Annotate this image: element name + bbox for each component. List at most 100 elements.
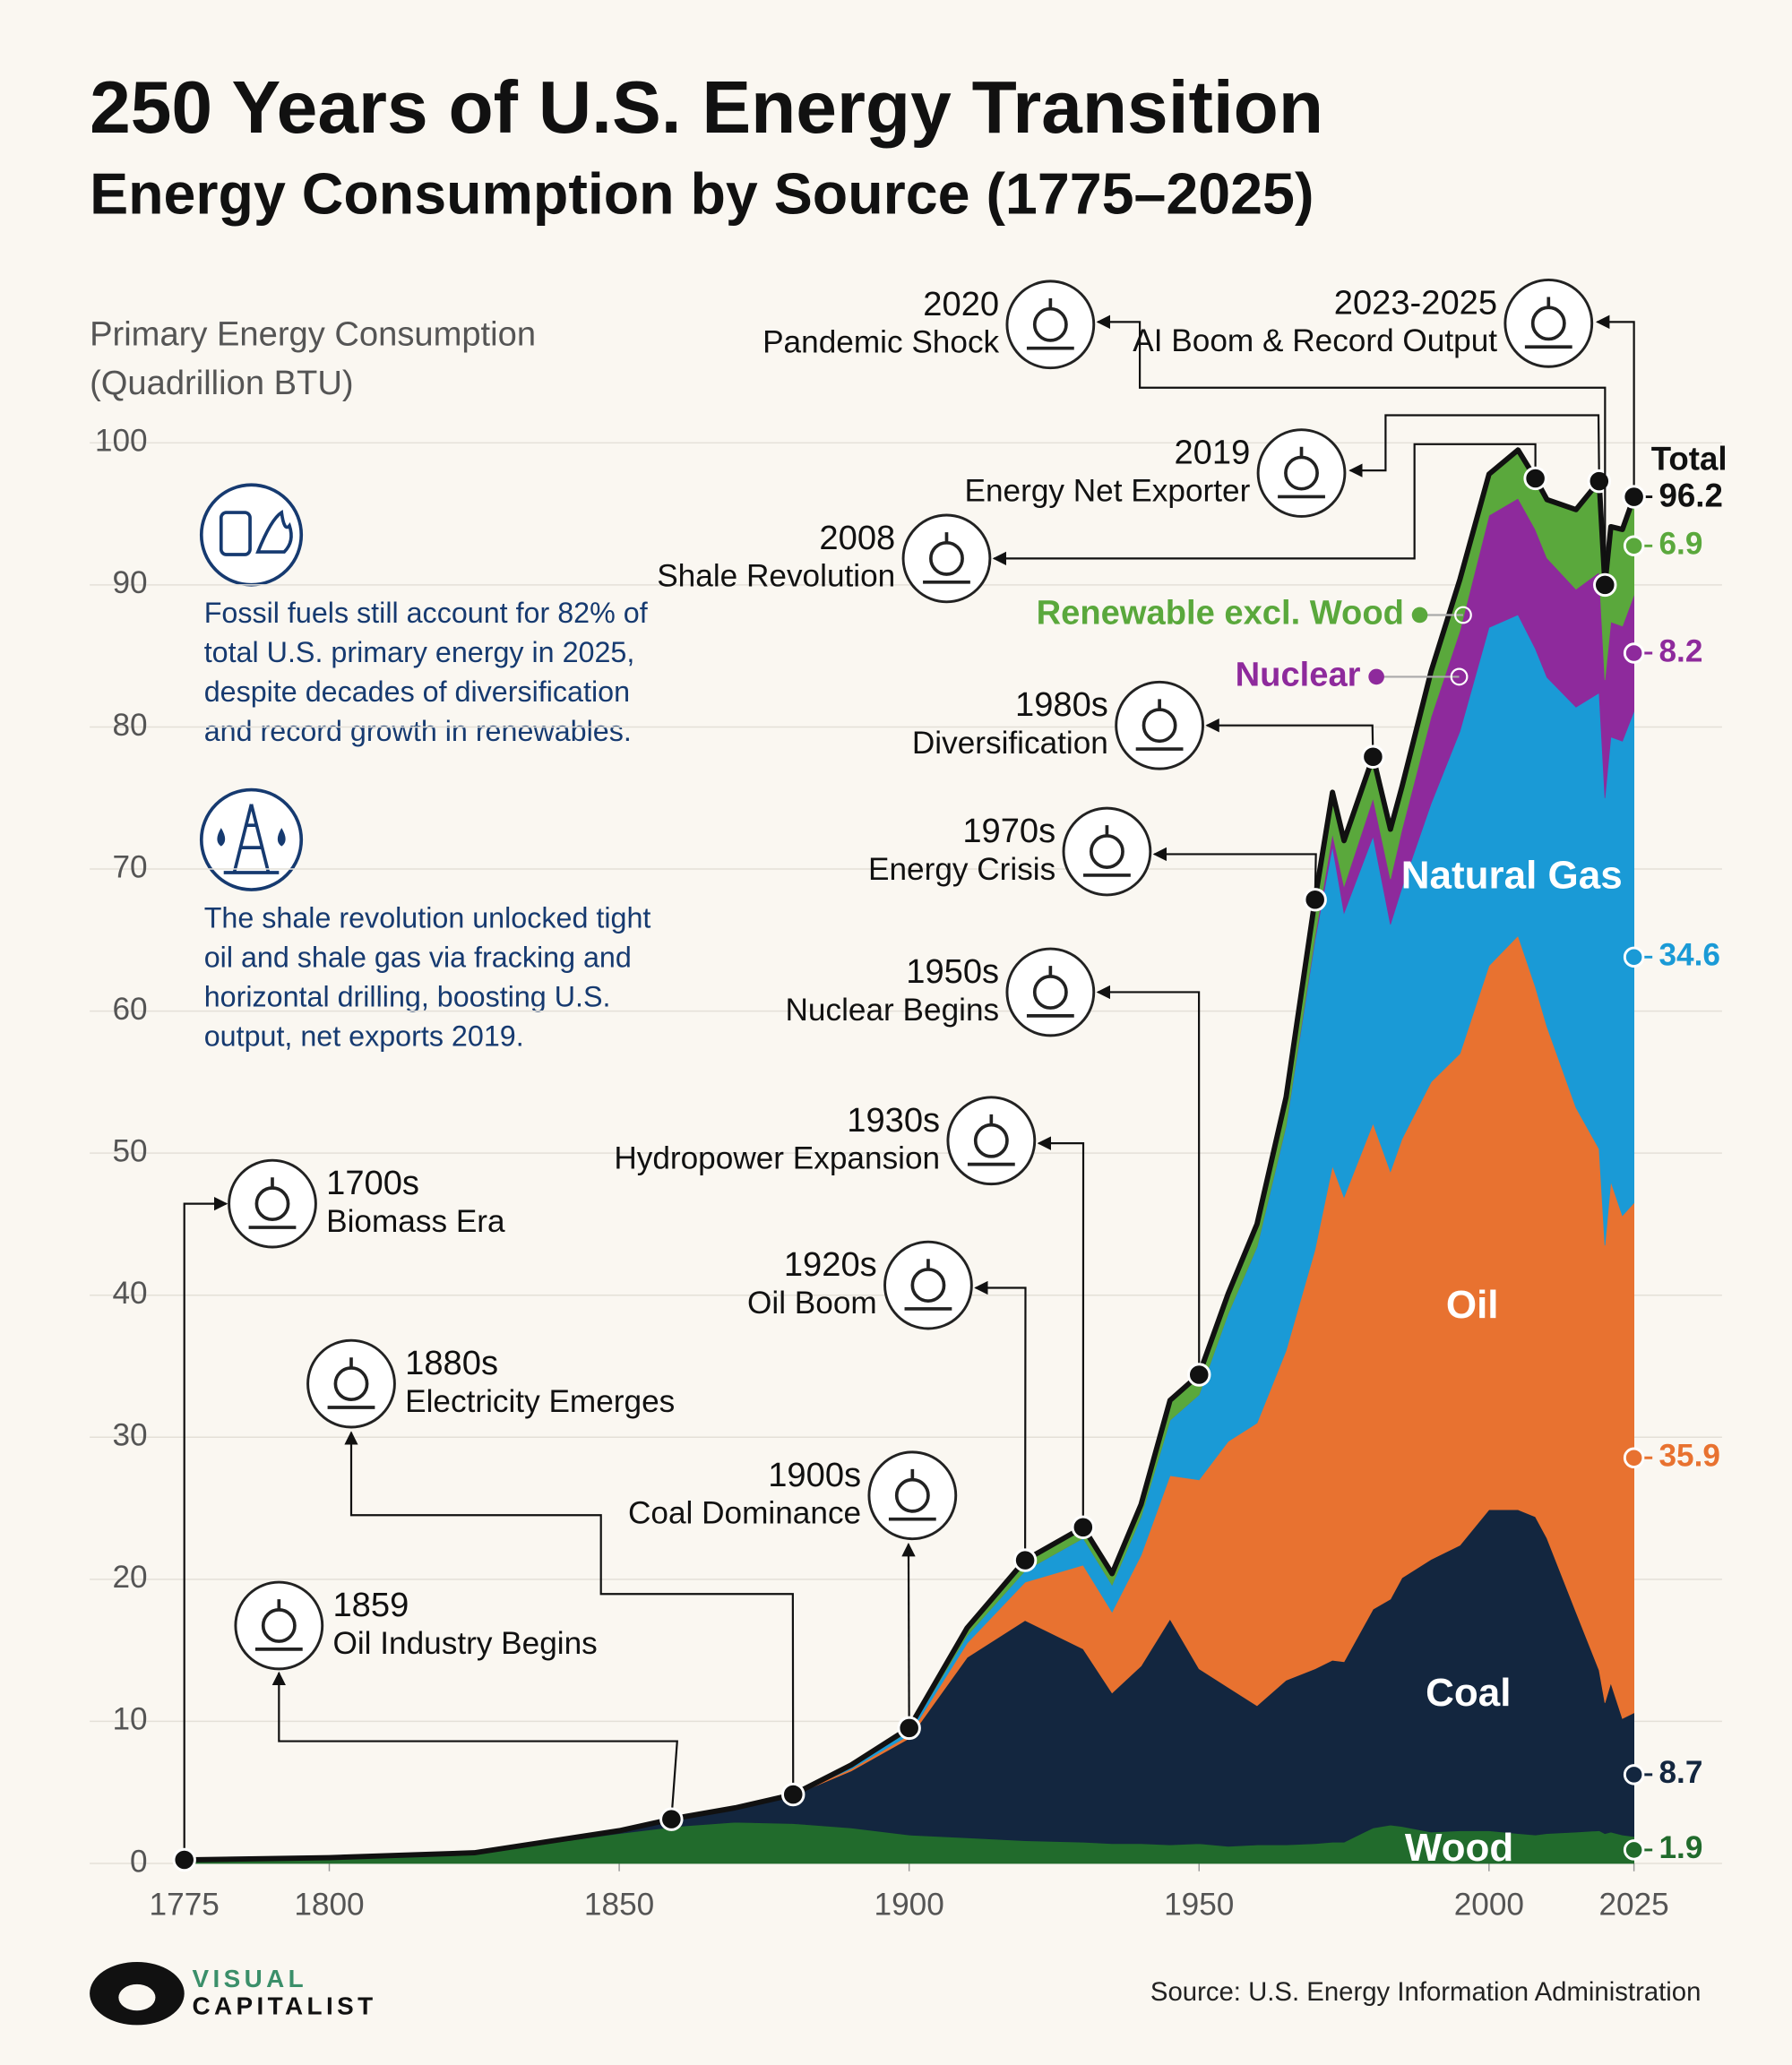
milestone-icon	[228, 1158, 317, 1249]
leader-dot	[1411, 607, 1428, 624]
milestone-dot	[1303, 888, 1327, 912]
note-text: output, net exports 2019.	[204, 1020, 524, 1052]
icon-ring	[228, 1158, 317, 1249]
value-label: 1.9	[1658, 1830, 1702, 1865]
milestone-icon	[946, 1096, 1037, 1186]
connector	[1348, 414, 1600, 482]
y-axis-label: Primary Energy Consumption	[90, 315, 536, 354]
icon-ring	[1005, 947, 1096, 1037]
icon-glyph	[327, 1357, 375, 1409]
note-text: The shale revolution unlocked tight	[204, 901, 651, 934]
connector	[1096, 314, 1607, 585]
leader-dot	[1368, 668, 1384, 685]
icon-glyph	[1083, 825, 1131, 877]
milestone-icon	[901, 513, 992, 604]
value-dot	[1623, 535, 1645, 557]
milestone-icon	[1005, 947, 1096, 1037]
icon-glyph	[904, 1259, 952, 1311]
note-icon	[199, 483, 304, 891]
value-dot	[1623, 1447, 1645, 1469]
chart-subtitle: Energy Consumption by Source (1775–2025)	[90, 162, 1314, 227]
icon-glyph	[1135, 699, 1184, 751]
milestone-dot	[659, 1807, 684, 1831]
x-tick-label: 1900	[874, 1888, 944, 1923]
icon-glyph	[248, 1177, 297, 1229]
total-value: 96.2	[1658, 478, 1722, 514]
milestone-text: Diversification	[912, 726, 1108, 761]
connector	[1037, 1136, 1085, 1527]
milestone-dot	[1012, 1548, 1038, 1572]
milestone-text: Energy Net Exporter	[965, 473, 1251, 508]
y-tick-label: 80	[112, 708, 147, 743]
milestone-icon	[883, 1240, 973, 1330]
y-tick-label: 90	[112, 565, 147, 600]
series-label: Oil	[1446, 1283, 1499, 1327]
icon-ring	[1115, 680, 1204, 770]
icon-glyph	[1524, 297, 1572, 349]
icon-ring	[946, 1096, 1037, 1186]
chart-title: 250 Years of U.S. Energy Transition	[90, 67, 1323, 149]
icon-ring	[1062, 806, 1152, 897]
logo-mark	[90, 1961, 185, 2026]
milestone-dot	[1071, 1515, 1096, 1540]
y-tick-label: 0	[130, 1844, 148, 1879]
icon-glyph	[1032, 975, 1068, 1010]
y-tick-label: 70	[112, 849, 147, 884]
icon-ring	[1256, 428, 1347, 518]
leader-end	[1454, 606, 1472, 624]
series-label: Renewable excl. Wood	[1037, 594, 1404, 632]
milestone-icon	[1115, 680, 1204, 770]
milestone-year: 1930s	[847, 1101, 940, 1140]
milestone-year: 1880s	[405, 1344, 498, 1382]
note-text: Fossil fuels still account for 82% of	[204, 597, 649, 629]
note-text: oil and shale gas via fracking and	[204, 941, 632, 973]
milestone-year: 2023-2025	[1334, 283, 1497, 322]
icon-glyph	[1278, 446, 1325, 499]
connector	[1096, 985, 1201, 1375]
milestone-year: 1920s	[784, 1245, 877, 1284]
milestone-text: AI Boom & Record Output	[1133, 323, 1497, 358]
icon-ring	[867, 1450, 958, 1541]
note-text: and record growth in renewables.	[204, 715, 632, 747]
milestone-text: Nuclear Begins	[786, 993, 1000, 1028]
milestone-year: 1950s	[906, 952, 999, 991]
source: Source: U.S. Energy Information Administ…	[1150, 1977, 1702, 2007]
note-text: total U.S. primary energy in 2025,	[204, 636, 635, 668]
y-tick-label: 60	[112, 992, 147, 1027]
milestone-year: 1859	[332, 1586, 409, 1624]
y-tick-label: 40	[112, 1276, 147, 1311]
connector	[1152, 847, 1317, 900]
icon-glyph	[1026, 297, 1074, 350]
value-dot	[1623, 1764, 1645, 1785]
milestone-year: 1980s	[1015, 685, 1108, 724]
milestone-text: Oil Industry Begins	[332, 1626, 597, 1661]
connector	[183, 1196, 228, 1861]
connector	[1596, 314, 1635, 497]
milestone-text: Energy Crisis	[868, 852, 1055, 887]
series-label: Natural Gas	[1401, 853, 1623, 897]
value-label: 6.9	[1658, 527, 1702, 562]
milestone-text: Oil Boom	[747, 1286, 877, 1321]
x-tick-label: 2025	[1598, 1888, 1668, 1923]
y-tick-label: 20	[112, 1560, 147, 1595]
milestone-icon	[306, 1338, 396, 1429]
icon-glyph	[923, 532, 970, 584]
icon-glyph	[1530, 305, 1566, 341]
value-label: 35.9	[1658, 1439, 1719, 1474]
logo-text: CAPITALIST	[193, 1992, 377, 2020]
icon-ring	[1503, 278, 1594, 368]
x-tick-label: 1950	[1164, 1888, 1234, 1923]
icon-glyph	[1026, 966, 1074, 1018]
value-dot	[1623, 642, 1645, 664]
milestone-icon	[867, 1450, 958, 1541]
logo-text: VISUAL	[193, 1965, 308, 1992]
value-label: 8.7	[1658, 1755, 1702, 1790]
y-axis-label: (Quadrillion BTU)	[90, 364, 353, 402]
milestone-year: 1700s	[326, 1164, 419, 1202]
milestone-dot	[1587, 469, 1612, 494]
x-tick-label: 2000	[1454, 1888, 1524, 1923]
milestone-text: Pandemic Shock	[762, 325, 999, 360]
milestone-dot	[1622, 485, 1646, 509]
